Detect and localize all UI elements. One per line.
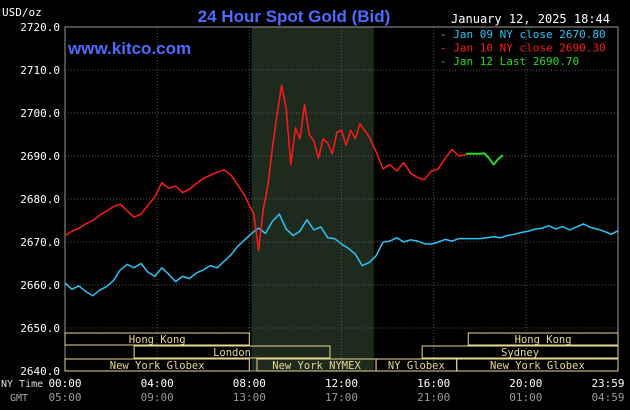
- gmt-label: GMT: [10, 393, 28, 404]
- y-tick-label: 2660.0: [20, 279, 60, 292]
- unit-label: USD/oz: [2, 6, 42, 19]
- gmt-tick-label: 13:00: [233, 391, 266, 404]
- series-line-jan12: [465, 152, 504, 166]
- legend-entry-jan10: - Jan 10 NY close 2690.30: [440, 42, 606, 55]
- session-label: New York Globex: [110, 360, 205, 372]
- y-tick-label: 2670.0: [20, 236, 60, 249]
- session-band: [64, 358, 250, 372]
- ny-tick-label: 20:00: [509, 377, 542, 390]
- y-tick-label: 2650.0: [20, 322, 60, 335]
- series-line-jan09: [64, 213, 619, 297]
- y-tick-label: 2690.0: [20, 150, 60, 163]
- legend-entry-jan12: - Jan 12 Last 2690.70: [440, 55, 579, 68]
- gmt-tick-label: 09:00: [141, 391, 174, 404]
- session-label: Hong Kong: [129, 334, 186, 346]
- session-label: New York Globex: [490, 360, 585, 372]
- session-label: New York NYMEX: [272, 360, 361, 372]
- gmt-tick-label: 17:00: [325, 391, 358, 404]
- session-label: London: [213, 347, 251, 359]
- session-band: [456, 358, 619, 372]
- gmt-tick-label: 05:00: [48, 391, 81, 404]
- chart-legend: - Jan 09 NY close 2670.80- Jan 10 NY clo…: [440, 28, 606, 68]
- y-axis: 2720.0 2710.0 2700.0 2690.0 2680.0 2670.0 2660…: [20, 21, 60, 378]
- ny-tick-label: 00:00: [48, 377, 81, 390]
- chart-date: January 12, 2025 18:44: [451, 12, 610, 26]
- session-band: [467, 332, 619, 346]
- ny-tick-label: 04:00: [141, 377, 174, 390]
- chart-title: 24 Hour Spot Gold (Bid): [198, 7, 391, 26]
- legend-entry-jan09: - Jan 09 NY close 2670.80: [440, 28, 606, 41]
- session-label: Hong Kong: [515, 334, 572, 346]
- y-tick-label: 2640.0: [20, 365, 60, 378]
- time-axis: NY Time GMT 00:00 04:00 08:00 12:00 16:00 20:00…: [1, 377, 625, 404]
- ny-tick-label: 08:00: [233, 377, 266, 390]
- price-series: [64, 84, 619, 297]
- ny-tick-label: 23:59: [591, 377, 624, 390]
- ny-tick-label: 12:00: [325, 377, 358, 390]
- y-tick-label: 2680.0: [20, 193, 60, 206]
- y-tick-label: 2720.0: [20, 21, 60, 34]
- gmt-tick-label: 21:00: [417, 391, 450, 404]
- site-link[interactable]: www.kitco.com: [67, 39, 191, 58]
- session-label: Sydney: [501, 347, 539, 359]
- session-band: [64, 332, 250, 346]
- session-band: [421, 345, 619, 359]
- series-line-jan10: [64, 84, 467, 252]
- gmt-tick-label: 01:00: [509, 391, 542, 404]
- ny-time-label: NY Time: [1, 379, 43, 390]
- session-band: [133, 345, 331, 359]
- y-tick-label: 2710.0: [20, 64, 60, 77]
- gmt-tick-label: 04:59: [591, 391, 624, 404]
- ny-tick-label: 16:00: [417, 377, 450, 390]
- y-tick-label: 2700.0: [20, 107, 60, 120]
- session-label: NY Globex: [388, 360, 445, 372]
